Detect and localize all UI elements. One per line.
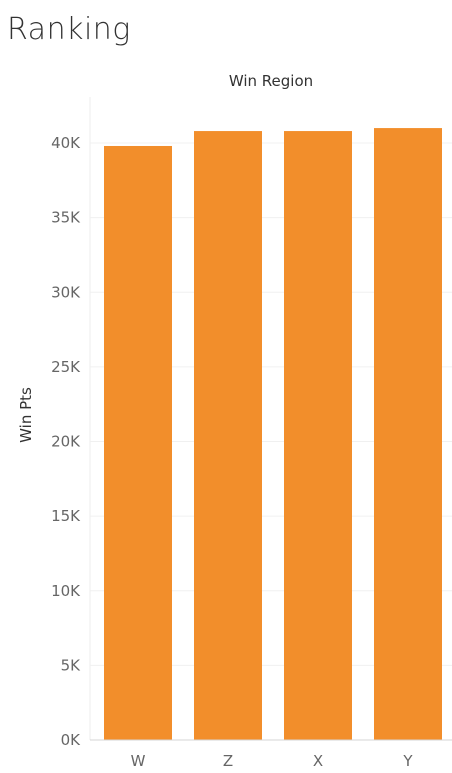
y-tick-label: 30K [51,283,81,301]
bars [104,128,442,741]
x-tick-label: Z [223,752,233,770]
page-title: Ranking [7,12,131,47]
x-tick-label: W [131,752,146,770]
y-axis-ticks: 0K 5K 10K 15K 20K 25K 30K 35K 40K [51,134,81,749]
y-tick-label: 20K [51,433,81,451]
y-tick-label: 25K [51,358,81,376]
x-tick-label: X [313,752,323,770]
y-axis-title: Win Pts [17,387,35,443]
y-tick-label: 5K [61,656,82,674]
column-header: Win Region [229,72,313,90]
bar-z[interactable] [194,131,262,740]
y-tick-label: 35K [51,209,81,227]
y-tick-label: 0K [61,731,82,749]
y-tick-label: 15K [51,507,81,525]
x-tick-label: Y [402,752,413,770]
bar-y[interactable] [374,128,442,740]
y-tick-label: 40K [51,134,81,152]
bar-w[interactable] [104,145,172,741]
bar-x[interactable] [284,131,352,740]
y-tick-label: 10K [51,582,81,600]
